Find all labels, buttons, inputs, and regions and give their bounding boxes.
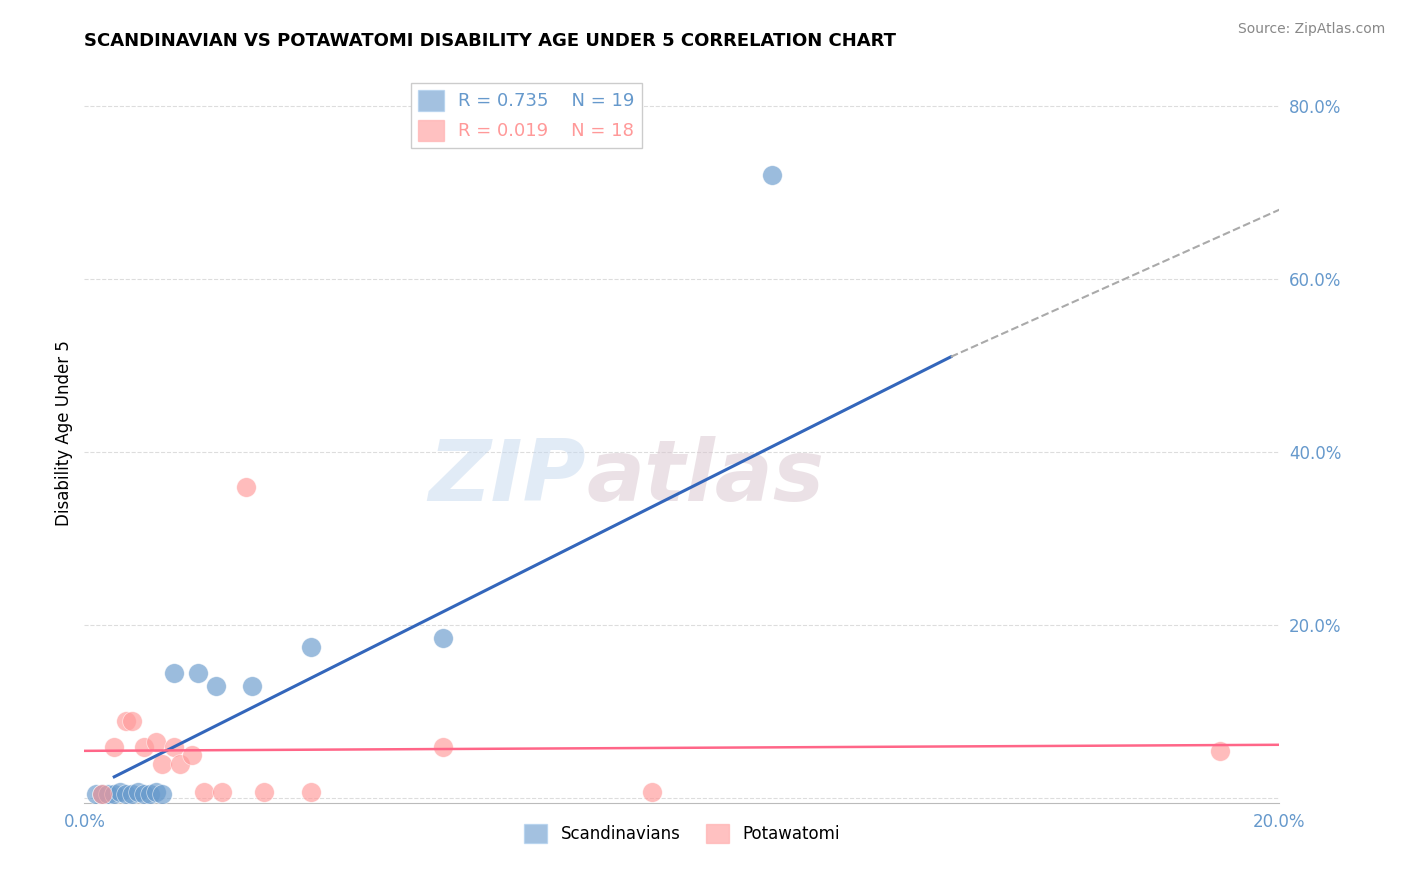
Point [187, 665, 209, 680]
Text: ZIP: ZIP [429, 435, 586, 518]
Point [145, 735, 167, 749]
Point [121, 714, 143, 728]
Point [181, 748, 204, 763]
Point [169, 756, 191, 771]
Point [121, 787, 143, 801]
Point [139, 787, 162, 801]
Point [145, 784, 167, 798]
Point [132, 787, 156, 801]
Point [211, 784, 233, 798]
Point [127, 784, 149, 798]
Point [150, 756, 173, 771]
Point [132, 739, 156, 754]
Legend: Scandinavians, Potawatomi: Scandinavians, Potawatomi [517, 817, 846, 850]
Text: Source: ZipAtlas.com: Source: ZipAtlas.com [1237, 22, 1385, 37]
Point [91, 787, 114, 801]
Point [86, 787, 108, 801]
Point [110, 784, 132, 798]
Point [193, 784, 215, 798]
Point [163, 665, 186, 680]
Point [761, 168, 783, 182]
Point [240, 679, 263, 693]
Point [235, 480, 257, 494]
Point [205, 679, 228, 693]
Point [115, 787, 138, 801]
Point [253, 784, 276, 798]
Point [115, 714, 138, 728]
Point [641, 784, 664, 798]
Point [432, 632, 454, 646]
Point [103, 739, 125, 754]
Point [432, 739, 454, 754]
Point [301, 784, 323, 798]
Point [163, 739, 186, 754]
Point [91, 787, 114, 801]
Point [301, 640, 323, 654]
Text: SCANDINAVIAN VS POTAWATOMI DISABILITY AGE UNDER 5 CORRELATION CHART: SCANDINAVIAN VS POTAWATOMI DISABILITY AG… [84, 32, 897, 50]
Y-axis label: Disability Age Under 5: Disability Age Under 5 [55, 340, 73, 525]
Point [1209, 744, 1232, 758]
Text: atlas: atlas [586, 435, 824, 518]
Point [103, 787, 125, 801]
Point [150, 787, 173, 801]
Point [97, 787, 120, 801]
